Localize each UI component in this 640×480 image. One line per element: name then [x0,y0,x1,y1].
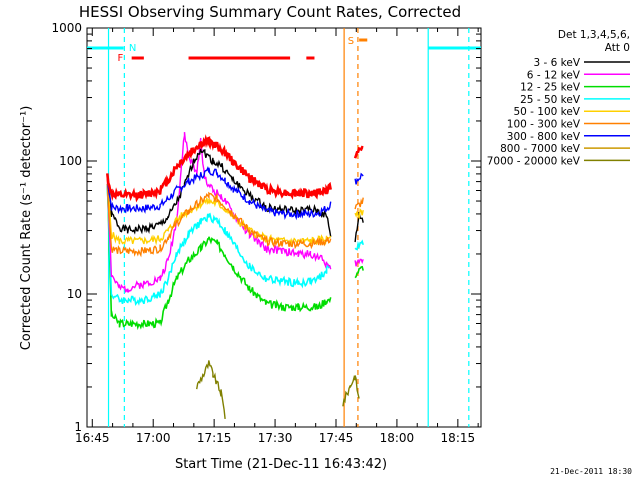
x-tick-label: 17:00 [136,431,171,445]
y-axis-ticks: 1 10 100 1000 [51,21,481,434]
x-tick-label: 16:45 [75,431,110,445]
y-axis-label: Corrected Count Rate (s⁻¹ detector⁻¹) [19,106,34,351]
series-line-red [106,134,364,203]
x-tick-label: 17:15 [197,431,232,445]
x-axis-label: Start Time (21-Dec-11 16:43:42) [175,457,387,472]
legend-label: 6 - 12 keV [527,69,581,81]
x-tick-label: 18:15 [441,431,476,445]
legend-label: 25 - 50 keV [520,94,581,106]
legend-label: 800 - 7000 keV [500,143,581,155]
x-tick-label: 18:00 [380,431,415,445]
legend-label: 50 - 100 keV [513,106,580,118]
x-axis-ticks: 16:45 17:00 17:15 17:30 17:45 18:00 18:15 [75,28,479,445]
series-lines [106,132,364,419]
flag-label-n: N [129,43,136,54]
plot-area [86,27,482,428]
legend-label: 100 - 300 keV [507,119,581,131]
x-tick-label: 17:30 [258,431,293,445]
series-line-5 [106,184,364,258]
y-tick-label: 10 [67,287,82,301]
legend-label: 300 - 800 keV [507,131,581,143]
flag-label-f: F [117,53,123,64]
legend-title-line-2: Att 0 [605,42,630,54]
legend-label: 7000 - 20000 keV [487,155,581,167]
y-tick-label: 1 [74,420,82,434]
flag-label-s: S [348,36,354,47]
y-tick-label: 1000 [51,21,82,35]
legend-label: 3 - 6 keV [533,57,580,69]
footer-timestamp: 21-Dec-2011 18:30 [550,467,632,476]
series-line-2 [106,183,364,331]
series-line-3 [106,185,364,307]
series-line-1 [106,132,364,294]
chart-title: HESSI Observing Summary Count Rates, Cor… [79,3,461,21]
series-line-6 [106,165,364,221]
legend-label: 12 - 25 keV [520,82,581,94]
x-tick-label: 17:45 [319,431,354,445]
y-tick-label: 100 [59,154,82,168]
legend-title-line-1: Det 1,3,4,5,6, [558,29,630,41]
series-line-8 [196,360,360,419]
